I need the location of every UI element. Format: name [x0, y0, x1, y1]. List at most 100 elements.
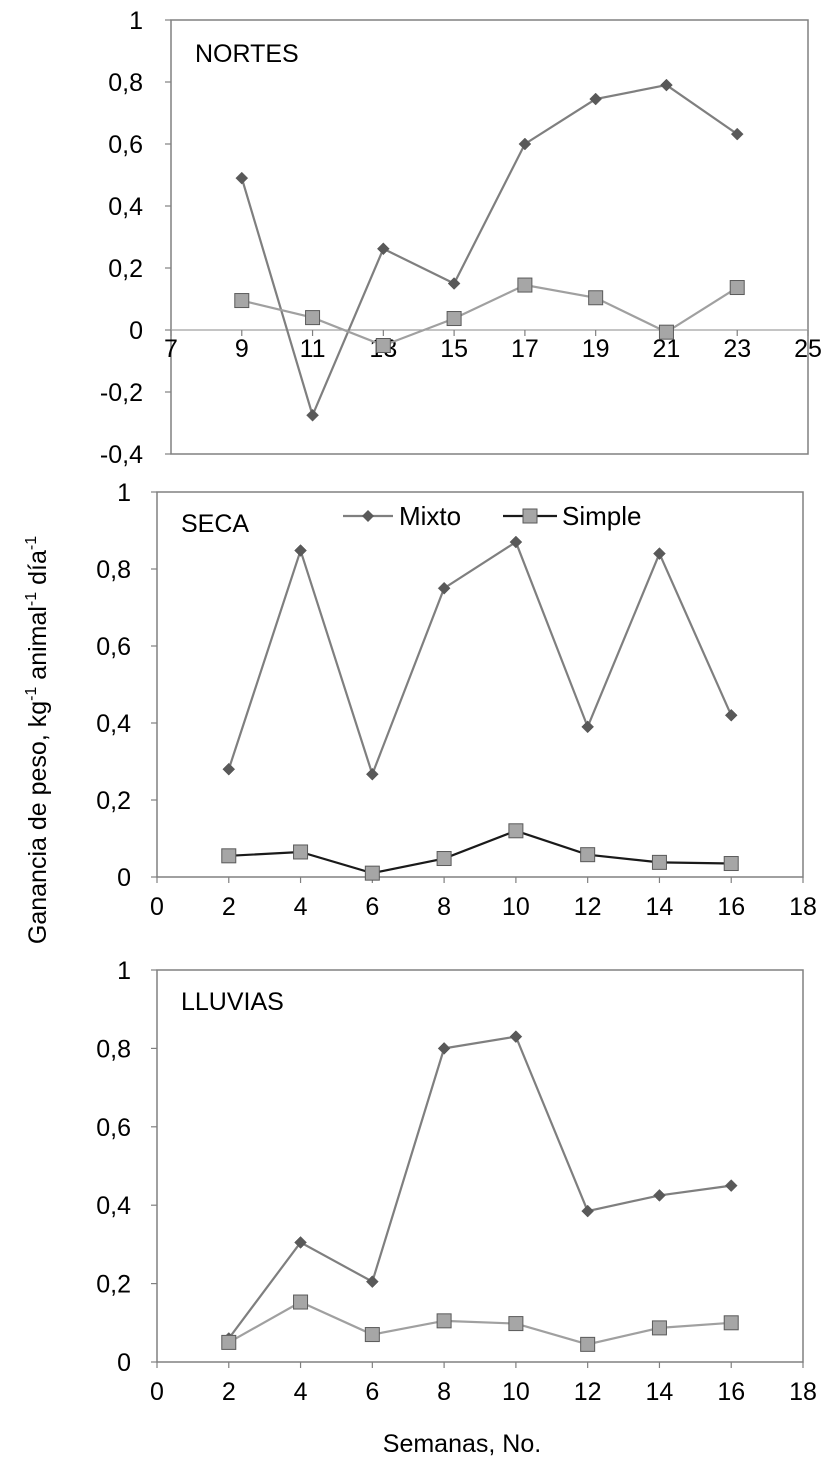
data-point-mixto-seca: [222, 762, 236, 776]
y-tick-label-seca: 0,6: [96, 633, 131, 661]
legend-label-simple: Simple: [562, 501, 641, 531]
y-tick-label-lluvias: 0,4: [96, 1192, 131, 1220]
x-tick-label-lluvias: 16: [717, 1378, 745, 1406]
x-tick-label-lluvias: 12: [574, 1378, 602, 1406]
x-tick-label-seca: 6: [365, 893, 379, 921]
panels: -0,4-0,200,20,40,60,81791113151719212325…: [96, 7, 822, 1406]
plot-frame-seca: [156, 491, 804, 878]
data-point-simple-seca: [293, 844, 309, 860]
data-point-mixto-lluvias: [509, 1030, 523, 1043]
series-line-mixto-seca: [227, 540, 733, 778]
x-tick-label-lluvias: 10: [502, 1378, 530, 1406]
series-line-simple-lluvias: [228, 1300, 732, 1346]
data-point-mixto-lluvias: [724, 1179, 738, 1192]
y-axis-title-main: Ganancia de peso, kg: [24, 701, 52, 944]
data-point-simple-nortes: [234, 293, 250, 309]
x-tick-label-lluvias: 18: [789, 1378, 817, 1406]
data-point-mixto-nortes: [376, 242, 390, 256]
y-tick-label-seca: 0: [117, 864, 131, 892]
data-point-simple-nortes: [446, 311, 462, 327]
data-point-mixto-nortes: [306, 408, 319, 422]
x-tick-label-lluvias: 8: [437, 1378, 451, 1406]
x-tick-label-nortes: 11: [300, 335, 326, 363]
x-tick-label-nortes: 7: [164, 335, 178, 363]
data-point-mixto-nortes: [589, 92, 603, 106]
panel-title-seca: SECA: [181, 510, 249, 538]
x-tick-label-lluvias: 4: [294, 1378, 308, 1406]
series-line-mixto-lluvias: [227, 1035, 732, 1340]
x-tick-label-seca: 18: [789, 893, 817, 921]
data-point-mixto-lluvias: [653, 1189, 666, 1202]
y-tick-label-nortes: -0,2: [100, 379, 143, 407]
data-point-simple-seca: [723, 856, 739, 872]
y-axis-title: Ganancia de peso, kg-1 animal-1 día-1: [23, 536, 52, 944]
data-point-simple-seca: [651, 854, 667, 870]
series-line-simple-seca: [228, 829, 732, 875]
data-point-simple-nortes: [588, 290, 604, 306]
data-point-simple-seca: [508, 823, 524, 839]
series-mixto-seca: [222, 535, 738, 781]
panel-nortes: -0,4-0,200,20,40,60,81791113151719212325…: [100, 7, 822, 469]
x-axis-title: Semanas, No.: [383, 1430, 541, 1458]
x-tick-label-seca: 12: [574, 893, 602, 921]
x-tick-label-seca: 14: [646, 893, 674, 921]
x-tick-label-nortes: 15: [440, 335, 468, 363]
x-tick-label-seca: 4: [294, 893, 308, 921]
y-axis-title-sup1: -1: [23, 687, 40, 701]
series-simple-seca: [221, 823, 739, 881]
data-point-mixto-nortes: [447, 277, 461, 290]
legend-label-mixto: Mixto: [399, 501, 461, 531]
data-point-mixto-lluvias: [365, 1275, 379, 1288]
data-point-mixto-seca: [653, 547, 666, 560]
data-point-simple-seca: [364, 865, 380, 881]
x-tick-label-seca: 0: [150, 893, 164, 921]
x-tick-label-seca: 2: [222, 893, 236, 921]
y-tick-label-seca: 1: [117, 479, 131, 507]
data-point-simple-nortes: [375, 338, 391, 353]
data-point-mixto-nortes: [730, 127, 744, 141]
y-axis-title-end: día: [24, 550, 52, 592]
plot-frame-lluvias: [156, 969, 804, 1363]
y-tick-label-nortes: 1: [129, 7, 143, 35]
y-tick-label-lluvias: 0,2: [96, 1271, 131, 1299]
series-simple-lluvias: [221, 1294, 739, 1352]
legend-marker-mixto: [362, 510, 374, 522]
data-point-simple-lluvias: [508, 1316, 524, 1332]
y-tick-label-lluvias: 0,8: [96, 1035, 131, 1063]
x-tick-label-nortes: 25: [794, 335, 822, 363]
series-line-mixto-nortes: [240, 83, 738, 419]
data-point-mixto-lluvias: [581, 1204, 595, 1218]
x-tick-label-lluvias: 0: [150, 1378, 164, 1406]
y-tick-label-nortes: 0,6: [108, 131, 143, 159]
panel-title-nortes: NORTES: [195, 40, 299, 68]
data-point-mixto-nortes: [660, 78, 673, 92]
x-tick-label-seca: 10: [502, 893, 530, 921]
y-axis-title-mid: animal: [24, 606, 52, 687]
data-point-mixto-seca: [294, 544, 307, 557]
y-tick-label-lluvias: 0,6: [96, 1114, 131, 1142]
data-point-simple-lluvias: [651, 1320, 667, 1336]
y-tick-label-nortes: 0,4: [108, 193, 143, 221]
data-point-mixto-nortes: [235, 171, 249, 185]
series-line-simple-nortes: [241, 283, 738, 347]
data-point-simple-seca: [221, 848, 237, 864]
data-point-mixto-seca: [581, 720, 595, 734]
y-tick-label-nortes: 0: [129, 317, 143, 345]
data-point-mixto-nortes: [518, 137, 532, 151]
y-tick-label-nortes: 0,2: [108, 255, 143, 283]
y-tick-label-nortes: -0,4: [100, 441, 143, 469]
data-point-mixto-seca: [365, 767, 379, 781]
data-point-mixto-seca: [509, 535, 523, 549]
data-point-simple-lluvias: [293, 1294, 309, 1310]
data-point-simple-lluvias: [436, 1313, 452, 1329]
x-tick-label-lluvias: 14: [646, 1378, 674, 1406]
data-point-mixto-lluvias: [294, 1236, 307, 1249]
series-mixto-nortes: [235, 78, 744, 422]
x-tick-label-nortes: 23: [723, 335, 751, 363]
data-point-simple-seca: [436, 851, 452, 867]
x-tick-label-lluvias: 6: [365, 1378, 379, 1406]
data-point-simple-seca: [580, 847, 596, 863]
data-point-simple-nortes: [658, 324, 674, 340]
